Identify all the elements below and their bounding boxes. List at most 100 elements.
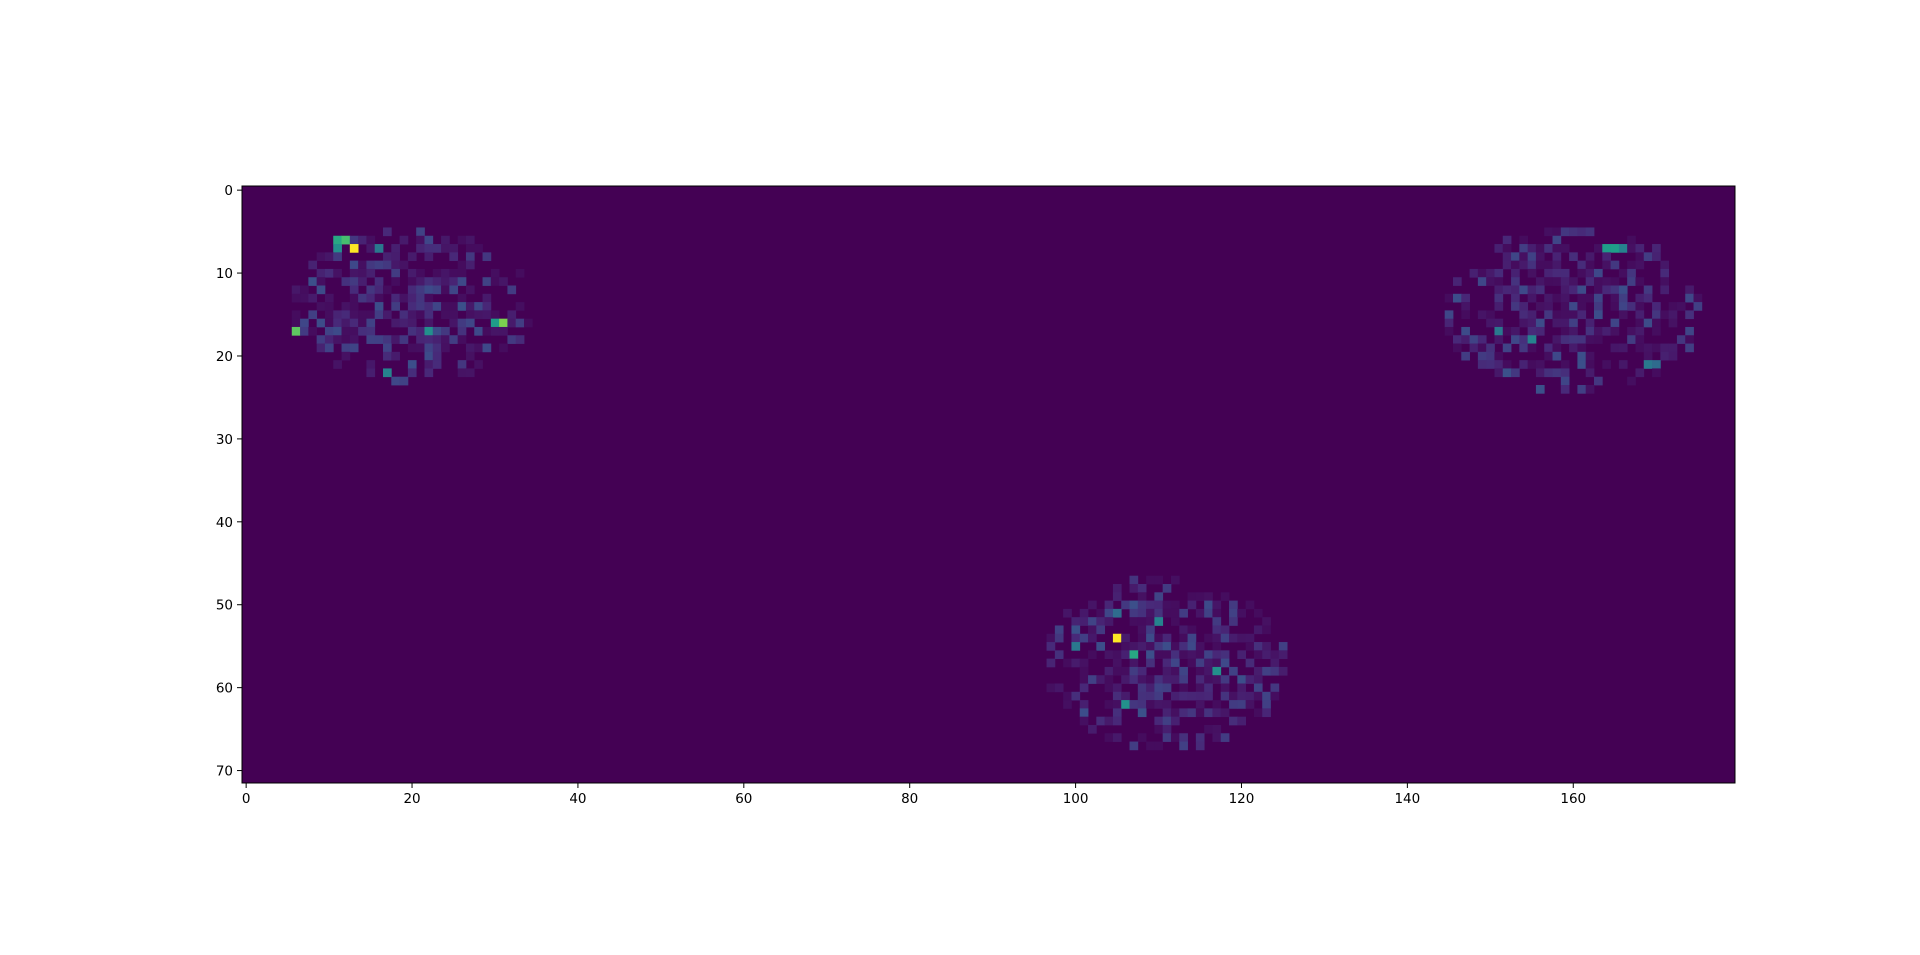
x-axis: 0 20 40 60 80 100 120 140 160 <box>242 783 1586 807</box>
heatmap-cell <box>1071 642 1081 651</box>
heatmap-cell <box>1195 642 1205 651</box>
heatmap-cell <box>1519 335 1529 344</box>
heatmap-cell <box>1635 368 1645 378</box>
heatmap-cell <box>1660 260 1670 270</box>
heatmap-cell <box>465 318 475 328</box>
heatmap-cell <box>1170 675 1180 684</box>
heatmap-cell <box>465 235 475 245</box>
heatmap-cell <box>1129 642 1139 651</box>
heatmap-cell <box>1204 600 1213 610</box>
heatmap-cell <box>316 285 326 295</box>
heatmap-cell <box>1494 318 1504 328</box>
heatmap-cell <box>1229 666 1238 676</box>
heatmap-cell <box>383 260 392 270</box>
heatmap-cell <box>1585 268 1595 278</box>
heatmap-cell <box>1635 244 1645 253</box>
heatmap-cell <box>1602 360 1611 369</box>
heatmap-cell <box>1071 658 1081 668</box>
heatmap-cell <box>1585 326 1595 336</box>
heatmap-cell <box>482 326 492 336</box>
heatmap-cell <box>333 310 342 320</box>
heatmap-cell <box>1112 633 1122 643</box>
heatmap-cell <box>1220 675 1230 684</box>
heatmap-cell <box>1170 708 1180 718</box>
heatmap-cell <box>1112 708 1122 718</box>
heatmap-cell <box>1253 650 1263 660</box>
heatmap-cell <box>1494 302 1504 311</box>
heatmap-cell <box>1129 650 1139 660</box>
heatmap-cell <box>1519 235 1529 245</box>
heatmap-cell <box>441 326 450 336</box>
heatmap-cell <box>1577 293 1587 303</box>
heatmap-cell <box>1618 302 1628 311</box>
heatmap-cell <box>1179 642 1188 651</box>
heatmap-cell <box>441 302 450 311</box>
heatmap-cell <box>1195 658 1205 668</box>
heatmap-cell <box>1527 293 1537 303</box>
heatmap-cell <box>1610 285 1620 295</box>
heatmap-cell <box>1519 285 1529 295</box>
heatmap-cell <box>1212 650 1222 660</box>
heatmap-cell <box>349 244 359 253</box>
heatmap-cell <box>291 285 301 295</box>
heatmap-cell <box>1676 302 1686 311</box>
heatmap-cell <box>1577 310 1587 320</box>
heatmap-cell <box>1569 285 1578 295</box>
heatmap-cell <box>399 376 409 386</box>
heatmap-cell <box>507 318 517 328</box>
heatmap-cell <box>1096 617 1106 626</box>
heatmap-cell <box>1511 326 1520 336</box>
heatmap-cell <box>1146 683 1155 693</box>
heatmap-cell <box>1511 268 1520 278</box>
heatmap-cell <box>1112 608 1122 618</box>
heatmap-cell <box>1220 650 1230 660</box>
heatmap-cell <box>1552 310 1562 320</box>
heatmap-cell <box>1237 633 1247 643</box>
heatmap-cell <box>1535 244 1545 253</box>
heatmap-cell <box>1643 351 1653 361</box>
heatmap-cell <box>1577 260 1587 270</box>
heatmap-cell <box>316 343 326 353</box>
heatmap-cell <box>416 227 425 237</box>
heatmap-cell <box>1204 666 1213 676</box>
heatmap-cell <box>449 244 459 253</box>
heatmap-cell <box>1079 658 1089 668</box>
heatmap-cell <box>1668 318 1678 328</box>
heatmap-cell <box>1187 650 1197 660</box>
heatmap-cell <box>383 285 392 295</box>
heatmap-cell <box>1162 666 1172 676</box>
heatmap-cell <box>1627 235 1636 245</box>
heatmap-cell <box>1593 310 1603 320</box>
heatmap-cell <box>441 244 450 253</box>
heatmap-cell <box>1137 625 1147 635</box>
heatmap-cell <box>1154 633 1164 643</box>
heatmap-cell <box>1593 376 1603 386</box>
heatmap-cell <box>349 235 359 245</box>
heatmap-cell <box>1627 260 1636 270</box>
heatmap-cell <box>1204 683 1213 693</box>
heatmap-cell <box>1544 293 1553 303</box>
heatmap-cell <box>1477 360 1487 369</box>
heatmap-cell <box>424 252 434 262</box>
heatmap-cell <box>1452 343 1462 353</box>
heatmap-cell <box>1652 310 1661 320</box>
heatmap-cell <box>1229 608 1238 618</box>
heatmap-cell <box>333 326 342 336</box>
heatmap-cell <box>1502 326 1512 336</box>
heatmap-cell <box>366 244 376 253</box>
heatmap-cell <box>1535 260 1545 270</box>
heatmap-cell <box>1162 650 1172 660</box>
heatmap-cell <box>432 343 442 353</box>
heatmap-cell <box>1270 666 1280 676</box>
heatmap-cell <box>474 326 483 336</box>
heatmap-cell <box>383 335 392 344</box>
heatmap-cell <box>515 335 525 344</box>
heatmap-cell <box>1204 708 1213 718</box>
heatmap-cell <box>1486 277 1495 286</box>
heatmap-cell <box>1079 700 1089 709</box>
heatmap-cell <box>291 293 301 303</box>
heatmap-cell <box>1162 716 1172 726</box>
heatmap-cell <box>1585 335 1595 344</box>
heatmap-cell <box>1635 343 1645 353</box>
heatmap-cell <box>424 326 434 336</box>
